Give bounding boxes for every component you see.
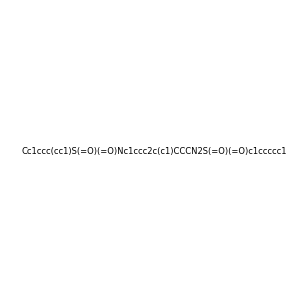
Text: Cc1ccc(cc1)S(=O)(=O)Nc1ccc2c(c1)CCCN2S(=O)(=O)c1ccccc1: Cc1ccc(cc1)S(=O)(=O)Nc1ccc2c(c1)CCCN2S(=… <box>21 147 286 156</box>
